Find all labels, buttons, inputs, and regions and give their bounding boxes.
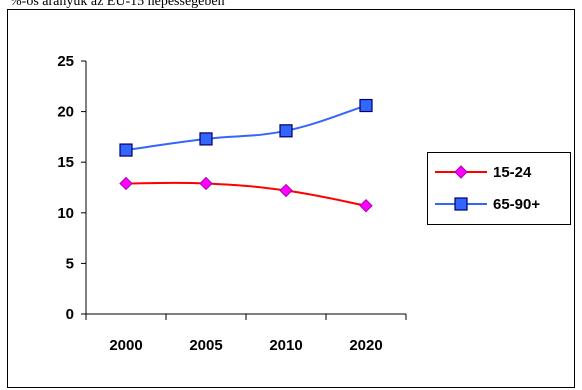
y-tick-label: 0: [66, 306, 74, 323]
series-layer: [119, 98, 373, 213]
legend-label: 65-90+: [493, 196, 540, 213]
data-point: [279, 124, 293, 138]
legend-box: [427, 152, 571, 225]
chart-title: %-os arányuk az EU-15 népességében: [10, 0, 225, 9]
y-tick-label: 20: [57, 104, 74, 121]
y-tick-label: 15: [57, 154, 74, 171]
series-line: [125, 104, 367, 152]
legend-swatch-marker: [454, 165, 468, 179]
data-point: [119, 143, 133, 157]
x-tick-label: 2020: [349, 337, 382, 354]
series-line: [125, 181, 367, 207]
data-point: [199, 176, 213, 191]
data-point: [119, 176, 133, 191]
x-tick-label: 2005: [189, 337, 222, 354]
data-point: [279, 183, 293, 198]
data-point: [199, 132, 213, 146]
legend: 15-24 65-90+: [427, 152, 571, 225]
x-tick-label: 2000: [109, 337, 142, 354]
data-point: [359, 199, 373, 213]
series-65-90+: [119, 98, 373, 157]
legend-label: 15-24: [493, 164, 532, 181]
series-15-24: [119, 176, 373, 213]
axes: 0 5 10 15 20 25 2000 2005 2010 2020: [57, 53, 407, 354]
y-tick-label: 25: [57, 53, 74, 70]
y-tick-label: 5: [66, 255, 74, 272]
y-tick-label: 10: [57, 205, 74, 222]
legend-swatch-marker: [454, 197, 468, 211]
data-point: [359, 98, 373, 113]
x-tick-label: 2010: [269, 337, 302, 354]
